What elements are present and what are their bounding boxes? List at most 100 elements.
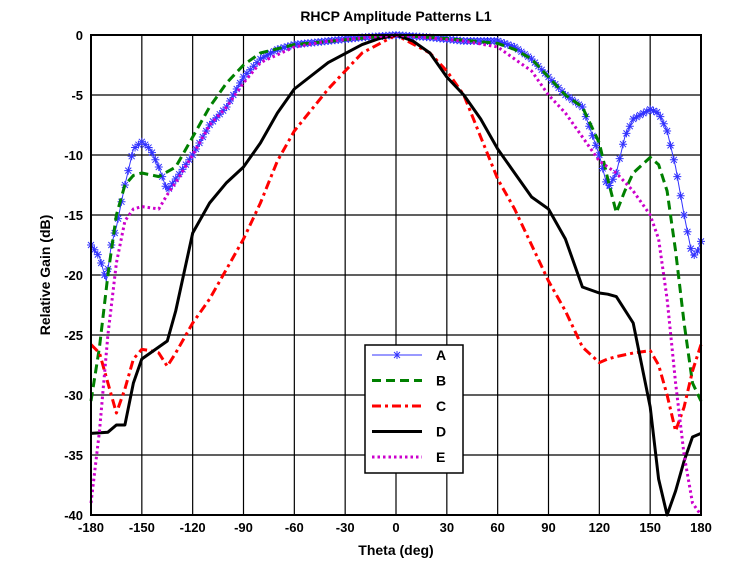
data-point-marker: [663, 127, 672, 135]
data-point-marker: [649, 106, 658, 115]
y-tick-label: -35: [64, 448, 83, 463]
data-point-marker: [134, 140, 143, 149]
data-point-marker: [97, 259, 106, 267]
tick-labels: -180 -150 -120 -90 -60 -30 0 30 60 90 120 150 180 0 -5…: [64, 28, 712, 535]
data-point-marker: [168, 179, 177, 188]
data-point-marker: [669, 155, 678, 164]
data-point-marker: [568, 95, 577, 104]
data-point-marker: [676, 191, 685, 200]
data-point-marker: [639, 109, 648, 118]
data-point-marker: [652, 108, 661, 117]
series-line-D: [90, 33, 702, 517]
y-tick-label: -40: [64, 508, 83, 523]
series-line-E: [89, 33, 703, 516]
data-point-marker: [527, 55, 536, 63]
x-axis-label: Theta (deg): [358, 542, 433, 558]
data-point-marker: [229, 91, 238, 99]
plot-frame: [90, 34, 702, 516]
data-point-marker: [100, 271, 109, 279]
data-point-marker: [673, 172, 682, 181]
y-tick-label: -15: [64, 208, 83, 223]
data-point-marker: [656, 112, 665, 121]
data-point-marker: [547, 76, 556, 85]
x-tick-label: -180: [78, 520, 104, 535]
data-point-marker: [503, 40, 512, 49]
data-point-marker: [666, 141, 675, 150]
data-point-marker: [185, 155, 194, 164]
x-tick-label: 60: [490, 520, 504, 535]
series-C: [89, 33, 703, 433]
data-point-marker: [188, 151, 197, 159]
x-tick-label: -120: [180, 520, 206, 535]
data-point-marker: [212, 113, 221, 122]
data-point-marker: [144, 143, 153, 152]
data-point-marker: [585, 122, 594, 131]
x-tick-label: 180: [690, 520, 712, 535]
y-tick-label: -25: [64, 328, 83, 343]
data-point-marker: [605, 181, 614, 190]
data-point-marker: [683, 227, 692, 236]
data-point-marker: [588, 131, 597, 140]
data-point-marker: [232, 85, 241, 93]
data-point-marker: [202, 127, 211, 135]
data-point-marker: [615, 154, 624, 163]
data-point-marker: [507, 41, 516, 50]
data-point-marker: [598, 164, 607, 173]
legend-label: D: [436, 424, 446, 440]
data-point-marker: [114, 214, 123, 223]
data-point-marker: [209, 117, 217, 126]
x-tick-label: 120: [588, 520, 610, 535]
data-point-marker: [256, 55, 265, 63]
data-point-marker: [225, 97, 234, 105]
series-E: [89, 33, 703, 516]
x-tick-label: -30: [336, 520, 355, 535]
data-point-marker: [131, 143, 140, 152]
data-point-marker: [612, 169, 621, 177]
data-point-marker: [686, 244, 695, 253]
data-point-marker: [93, 250, 102, 259]
data-point-marker: [205, 121, 214, 129]
x-tick-label: 30: [440, 520, 454, 535]
x-tick-label: 0: [392, 520, 399, 535]
data-point-marker: [646, 105, 655, 114]
data-point-marker: [259, 53, 268, 62]
data-point-marker: [693, 247, 702, 255]
data-point-marker: [493, 37, 502, 45]
y-tick-label: -5: [71, 88, 83, 103]
y-axis-label: Relative Gain (dB): [37, 215, 53, 336]
data-point-marker: [266, 49, 275, 58]
x-tick-label: -150: [129, 520, 155, 535]
data-point-marker: [500, 39, 509, 48]
series-line-B: [89, 33, 703, 402]
data-point-marker: [629, 115, 638, 123]
data-point-marker: [192, 145, 201, 153]
x-tick-label: 150: [639, 520, 661, 535]
legend-label: B: [436, 373, 446, 389]
data-point-marker: [246, 65, 255, 74]
data-point-marker: [514, 45, 522, 54]
data-point-marker: [632, 113, 641, 122]
series-line-C: [89, 33, 703, 433]
data-point-marker: [236, 79, 245, 87]
data-point-marker: [537, 65, 546, 74]
data-point-marker: [242, 69, 251, 78]
data-point-marker: [578, 103, 587, 111]
series-D: [90, 33, 702, 517]
data-point-marker: [239, 73, 248, 81]
data-point-marker: [127, 152, 136, 161]
data-point-marker: [263, 51, 272, 60]
data-point-marker: [154, 163, 163, 171]
legend-label: C: [436, 398, 446, 414]
data-point-marker: [164, 184, 173, 193]
data-point-marker: [517, 47, 526, 56]
x-tick-label: -60: [285, 520, 304, 535]
data-point-marker: [554, 83, 563, 92]
data-point-marker: [591, 141, 600, 150]
data-point-marker: [270, 47, 278, 56]
y-tick-label: -20: [64, 268, 83, 283]
legend-label: E: [436, 449, 445, 465]
y-tick-label: 0: [76, 28, 83, 43]
data-point-marker: [642, 107, 651, 116]
